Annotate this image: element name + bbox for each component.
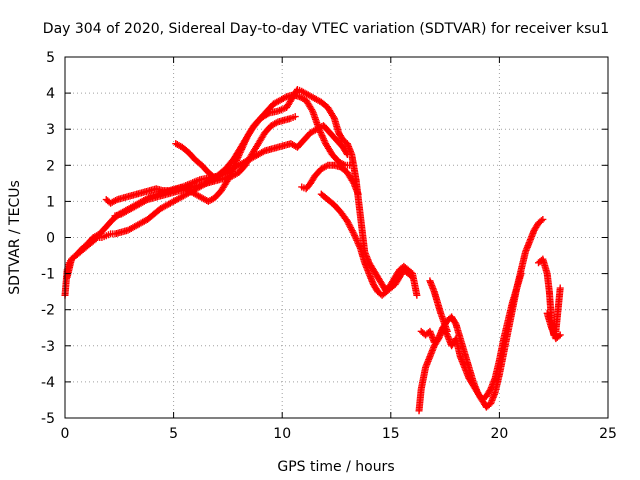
y-tick-label: -4 [41, 375, 55, 391]
x-tick-label: 0 [61, 426, 70, 442]
data-point [230, 163, 238, 171]
data-point [228, 168, 236, 176]
data-point [229, 165, 237, 173]
data-point [236, 148, 244, 156]
data-point [407, 272, 415, 280]
axis-ticks: 0 5 10 15 20 25 -5 -4 -3 -2 -1 0 1 2 3 4 5 [41, 50, 617, 442]
y-tick-label: 5 [46, 50, 55, 66]
data-point [233, 155, 241, 163]
data-point [272, 119, 280, 127]
data-point [517, 270, 525, 278]
data-point [211, 174, 219, 182]
y-axis-label: SDTVAR / TECUs [7, 180, 23, 295]
data-points [61, 85, 564, 415]
data-point [318, 132, 326, 140]
data-point [353, 238, 361, 246]
data-point [259, 148, 267, 156]
y-tick-label: 1 [46, 194, 55, 210]
data-point [346, 161, 354, 169]
data-point [210, 173, 218, 181]
data-point [308, 106, 316, 114]
data-point [347, 224, 355, 232]
data-point [354, 190, 362, 198]
data-point [241, 137, 249, 145]
data-point [413, 291, 421, 299]
data-point [354, 240, 362, 248]
data-point [237, 147, 245, 155]
grid [65, 57, 608, 418]
y-tick-label: -2 [41, 303, 55, 319]
data-point [356, 243, 364, 251]
data-point [242, 136, 250, 144]
data-point [349, 178, 357, 186]
data-point [238, 145, 246, 153]
data-point [319, 133, 327, 141]
data-point [345, 220, 353, 228]
data-point [230, 161, 238, 169]
data-point [353, 236, 361, 244]
data-point [348, 227, 356, 235]
data-point [317, 130, 325, 138]
y-tick-label: 2 [46, 158, 55, 174]
data-point [347, 225, 355, 233]
data-point [322, 162, 330, 170]
y-tick-label: 4 [46, 86, 55, 102]
data-point [235, 150, 243, 158]
data-point [317, 128, 325, 136]
data-point [344, 219, 352, 227]
data-point [539, 215, 547, 223]
data-point [349, 228, 357, 236]
data-point [537, 217, 545, 225]
data-point [291, 113, 299, 121]
data-point [451, 319, 459, 327]
data-point [316, 127, 324, 135]
data-point [241, 139, 249, 147]
y-tick-label: 0 [46, 231, 55, 247]
data-point [281, 94, 289, 102]
data-point [443, 327, 451, 335]
data-point [329, 113, 337, 121]
y-tick-label: 3 [46, 122, 55, 138]
data-point [556, 284, 564, 292]
data-point [351, 233, 359, 241]
y-tick-label: -5 [41, 411, 55, 427]
data-point [232, 158, 240, 166]
y-tick-label: -3 [41, 339, 55, 355]
data-point [556, 331, 564, 339]
data-point [351, 231, 359, 239]
x-tick-label: 10 [273, 426, 291, 442]
data-point [238, 144, 246, 152]
data-point [240, 140, 248, 148]
data-point [111, 196, 119, 204]
data-point [228, 166, 236, 174]
data-point [235, 152, 243, 160]
data-point [142, 196, 150, 204]
data-point [319, 135, 327, 143]
data-point [315, 125, 323, 133]
y-tick-label: -1 [41, 267, 55, 283]
data-point [350, 230, 358, 238]
data-point [346, 222, 354, 230]
x-tick-label: 25 [599, 426, 617, 442]
plot-frame [64, 56, 609, 419]
data-point [555, 332, 563, 340]
data-point [320, 136, 328, 144]
x-tick-label: 20 [490, 426, 508, 442]
data-point [409, 273, 417, 281]
data-point [239, 142, 247, 150]
x-tick-label: 15 [382, 426, 400, 442]
x-axis-label: GPS time / hours [277, 459, 394, 475]
x-tick-label: 5 [169, 426, 178, 442]
data-point [352, 235, 360, 243]
chart-title: Day 304 of 2020, Sidereal Day-to-day VTE… [43, 21, 609, 37]
data-point [355, 241, 363, 249]
data-point [234, 153, 242, 161]
data-point [231, 160, 239, 168]
data-point [343, 217, 351, 225]
data-point [233, 156, 241, 164]
